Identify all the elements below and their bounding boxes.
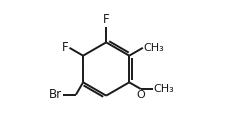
Text: CH₃: CH₃	[143, 43, 164, 53]
Text: CH₃: CH₃	[153, 84, 173, 94]
Text: Br: Br	[49, 88, 62, 101]
Text: F: F	[62, 41, 68, 54]
Text: F: F	[102, 13, 109, 26]
Text: O: O	[136, 90, 145, 100]
